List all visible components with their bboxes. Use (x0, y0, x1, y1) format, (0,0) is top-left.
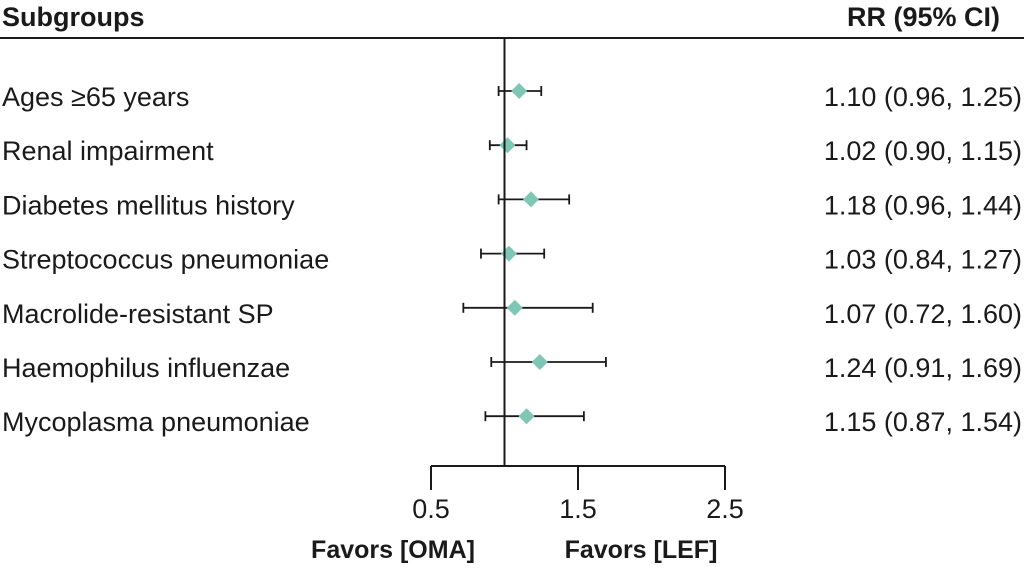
x-tick-label: 1.5 (559, 494, 597, 524)
rr-ci-value: 1.07 (0.72, 1.60) (824, 299, 1022, 329)
subgroup-row: Mycoplasma pneumoniae 1.15 (0.87, 1.54) (2, 407, 1022, 437)
subgroups-header: Subgroups (2, 2, 145, 32)
rr-point (518, 408, 535, 425)
favors-left-label: Favors [OMA] (311, 536, 475, 564)
rr-ci-value: 1.02 (0.90, 1.15) (824, 136, 1022, 166)
subgroup-label: Diabetes mellitus history (2, 190, 295, 220)
subgroup-row: Diabetes mellitus history 1.18 (0.96, 1.4… (2, 190, 1022, 220)
subgroup-label: Renal impairment (2, 136, 214, 166)
x-tick-label: 2.5 (706, 494, 744, 524)
rr-point (522, 191, 539, 208)
rr-point (500, 245, 517, 262)
rr-point (499, 137, 516, 154)
x-axis: 0.5 1.5 2.5 (412, 465, 744, 524)
subgroup-row: Renal impairment 1.02 (0.90, 1.15) (2, 136, 1022, 166)
rr-ci-value: 1.15 (0.87, 1.54) (824, 407, 1022, 437)
subgroup-row: Haemophilus influenzae 1.24 (0.91, 1.69) (2, 353, 1022, 383)
rr-ci-value: 1.10 (0.96, 1.25) (824, 82, 1022, 112)
favors-right-label: Favors [LEF] (565, 536, 718, 564)
rr-point (511, 83, 528, 99)
rr-point (506, 299, 523, 316)
rr-ci-value: 1.03 (0.84, 1.27) (824, 245, 1022, 275)
subgroup-row: Ages ≥65 years 1.10 (0.96, 1.25) (2, 82, 1022, 112)
subgroup-label: Streptococcus pneumoniae (2, 245, 329, 275)
subgroup-label: Macrolide-resistant SP (2, 299, 274, 329)
subgroup-rows: Ages ≥65 years 1.10 (0.96, 1.25) Renal imp… (2, 82, 1022, 437)
subgroup-label: Haemophilus influenzae (2, 353, 290, 383)
rr-ci-value: 1.24 (0.91, 1.69) (824, 353, 1022, 383)
rr-point (531, 354, 548, 370)
rr-ci-value: 1.18 (0.96, 1.44) (824, 190, 1022, 220)
rr-ci-header: RR (95% CI) (847, 2, 1000, 32)
subgroup-label: Ages ≥65 years (2, 82, 189, 112)
x-tick-label: 0.5 (412, 494, 450, 524)
subgroup-row: Streptococcus pneumoniae 1.03 (0.84, 1.27… (2, 245, 1022, 275)
subgroup-row: Macrolide-resistant SP 1.07 (0.72, 1.60) (2, 299, 1022, 329)
subgroup-label: Mycoplasma pneumoniae (2, 407, 310, 437)
